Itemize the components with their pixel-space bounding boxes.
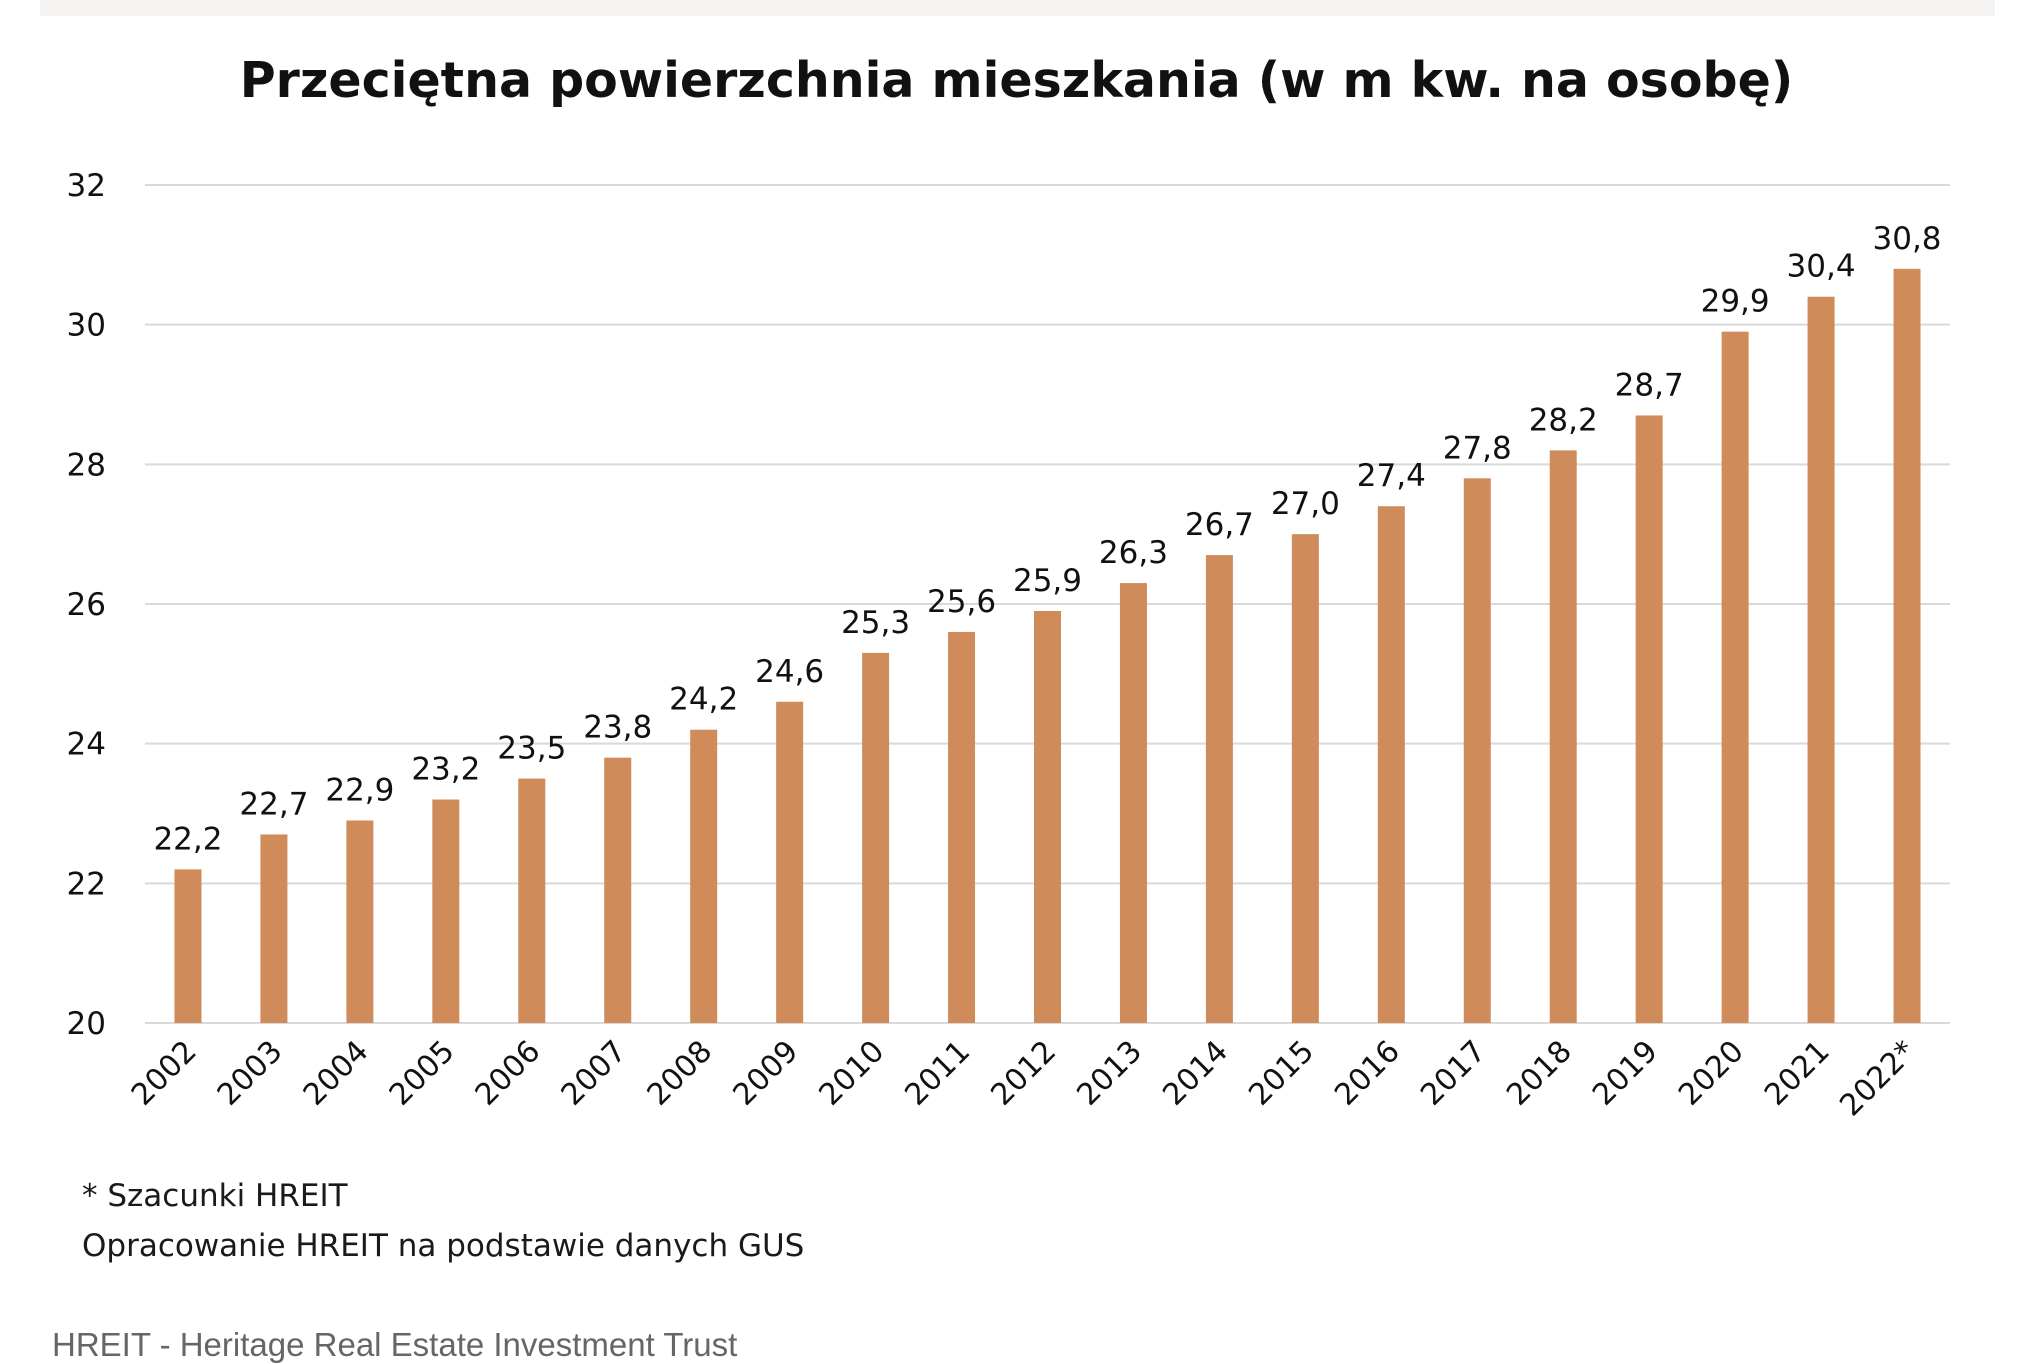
y-tick-label: 20	[67, 1006, 106, 1042]
value-label: 30,4	[1787, 249, 1856, 285]
value-label: 28,7	[1615, 367, 1684, 403]
bar	[1807, 296, 1835, 1023]
bar	[346, 820, 374, 1023]
x-tick-label: 2016	[1328, 1034, 1407, 1113]
source-note: Opracowanie HREIT na podstawie danych GU…	[82, 1228, 805, 1264]
bar	[948, 631, 976, 1023]
value-label: 25,6	[927, 584, 996, 620]
bar-chart: 20 22 24 26 28 30 32 22,2 2002 22,7 2003 22,9 2004 23…	[67, 168, 1950, 1123]
value-label: 23,2	[411, 752, 480, 788]
value-label: 26,7	[1185, 507, 1254, 543]
bar	[1377, 506, 1405, 1023]
x-tick-label: 2005	[383, 1034, 462, 1113]
x-tick-label: 2019	[1586, 1034, 1665, 1113]
estimate-note: * Szacunki HREIT	[82, 1178, 348, 1214]
image-caption: HREIT - Heritage Real Estate Investment …	[52, 1326, 738, 1363]
y-tick-label: 32	[67, 168, 106, 204]
value-label: 24,6	[755, 654, 824, 690]
y-tick-label: 26	[67, 587, 106, 623]
x-tick-label: 2002	[125, 1034, 204, 1113]
value-label: 27,8	[1443, 430, 1512, 466]
top-strip	[40, 0, 1995, 16]
x-tick-label: 2013	[1070, 1034, 1149, 1113]
value-label: 26,3	[1099, 535, 1168, 571]
x-tick-label: 2020	[1672, 1034, 1751, 1113]
bar	[1549, 450, 1577, 1023]
x-tick-label: 2022*	[1833, 1034, 1922, 1123]
x-tick-label: 2021	[1758, 1034, 1837, 1113]
value-label: 22,2	[153, 821, 222, 857]
x-tick-label: 2017	[1414, 1034, 1493, 1113]
bar	[1893, 268, 1921, 1023]
bar	[1119, 583, 1147, 1023]
value-label: 24,2	[669, 682, 738, 718]
chart-figure: Przeciętna powierzchnia mieszkania (w m …	[67, 52, 1950, 1264]
bar	[174, 869, 202, 1023]
value-label: 22,7	[239, 786, 308, 822]
value-label: 29,9	[1701, 284, 1770, 320]
bar	[1205, 555, 1233, 1023]
bar	[1463, 478, 1491, 1023]
value-label: 27,0	[1271, 486, 1340, 522]
bar	[690, 729, 718, 1023]
x-tick-label: 2010	[813, 1034, 892, 1113]
bar	[1721, 331, 1749, 1023]
bar	[1635, 415, 1663, 1023]
value-label: 27,4	[1357, 458, 1426, 494]
x-tick-label: 2004	[297, 1034, 376, 1113]
bar	[776, 701, 804, 1023]
y-tick-label: 30	[67, 308, 106, 344]
x-tick-label: 2007	[555, 1034, 634, 1113]
value-label: 23,8	[583, 710, 652, 746]
y-tick-label: 28	[67, 447, 106, 483]
value-label: 25,3	[841, 605, 910, 641]
value-label: 28,2	[1529, 402, 1598, 438]
x-tick-label: 2011	[898, 1034, 977, 1113]
bar	[518, 778, 546, 1023]
bar	[604, 757, 632, 1023]
x-tick-label: 2012	[984, 1034, 1063, 1113]
chart-title: Przeciętna powierzchnia mieszkania (w m …	[239, 52, 1794, 109]
bar	[260, 834, 288, 1023]
x-tick-label: 2015	[1242, 1034, 1321, 1113]
bar	[1034, 610, 1061, 1023]
bar	[432, 799, 460, 1023]
x-tick-label: 2018	[1500, 1034, 1579, 1113]
value-label: 23,5	[497, 731, 566, 767]
bar	[862, 652, 890, 1023]
x-tick-label: 2006	[469, 1034, 548, 1113]
bar	[1291, 534, 1319, 1023]
y-tick-label: 22	[67, 866, 106, 902]
value-label: 22,9	[325, 772, 394, 808]
x-tick-label: 2014	[1156, 1034, 1235, 1113]
value-label: 30,8	[1873, 221, 1942, 257]
y-tick-label: 24	[67, 727, 106, 763]
value-label: 25,9	[1013, 563, 1082, 599]
x-tick-label: 2003	[211, 1034, 290, 1113]
x-tick-label: 2008	[641, 1034, 720, 1113]
x-tick-label: 2009	[727, 1034, 806, 1113]
